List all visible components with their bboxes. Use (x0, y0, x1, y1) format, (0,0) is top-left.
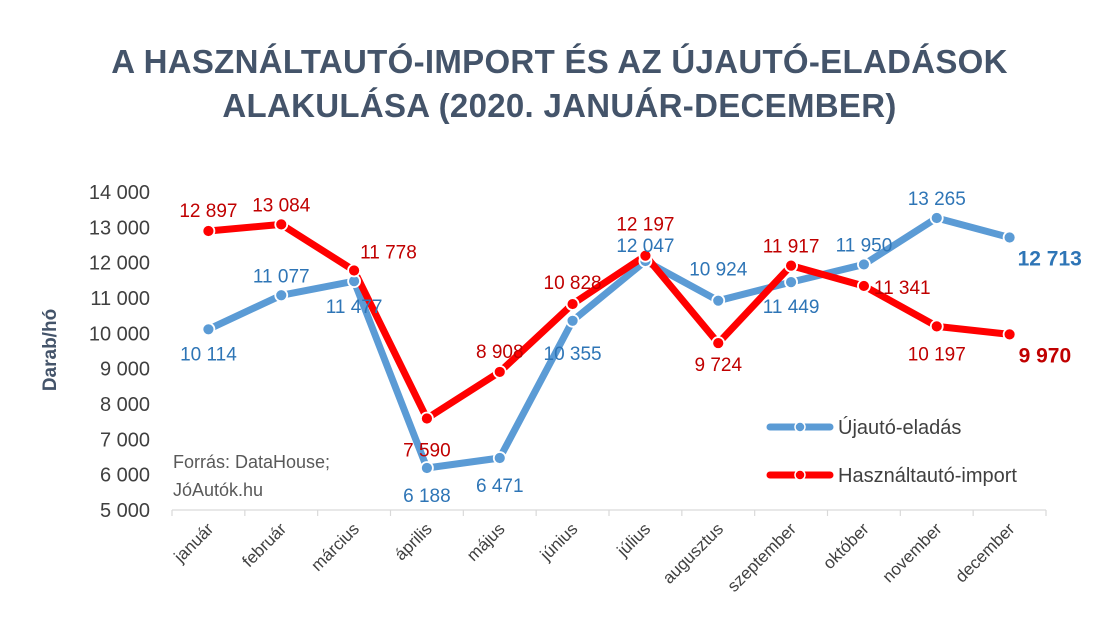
legend-item-new-sales: Újautó-eladás (766, 416, 961, 439)
data-label-used-import: 7 590 (403, 440, 451, 461)
y-tick-label: 8 000 (100, 394, 150, 416)
x-tick-label: augusztus (659, 519, 727, 587)
data-point-used-import (565, 297, 580, 311)
data-point-new-sales (274, 288, 289, 303)
data-point-used-import (274, 217, 289, 232)
x-tick-label: február (239, 519, 291, 571)
y-tick-label: 11 000 (90, 288, 150, 310)
data-point-used-import (784, 258, 798, 273)
data-label-new-sales: 11 449 (763, 297, 820, 318)
y-tick-label: 14 000 (89, 182, 150, 204)
legend: Újautó-eladás Használtautó-import (766, 416, 1017, 487)
legend-label-new-sales: Újautó-eladás (838, 416, 961, 439)
x-axis-ticks: január február március április május június jú… (170, 519, 1019, 595)
x-tick-label: július (613, 519, 655, 561)
chart-title: A HASZNÁLTAUTÓ-IMPORT ÉS AZ ÚJAUTÓ-ELADÁ… (0, 40, 1119, 128)
data-point-used-import (492, 365, 507, 379)
data-label-used-import: 13 084 (252, 195, 311, 216)
data-label-used-import: 9 724 (694, 355, 742, 376)
data-point-new-sales (929, 211, 944, 225)
legend-item-used-import: Használtautó-import (766, 465, 1017, 487)
x-tick-label: október (819, 519, 873, 573)
data-label-used-import: 9 970 (1019, 344, 1072, 367)
data-label-used-import: 12 897 (179, 201, 237, 222)
data-point-new-sales (420, 461, 434, 475)
y-tick-label: 9 000 (100, 359, 150, 381)
data-label-used-import: 8 908 (476, 342, 524, 363)
data-label-new-sales: 12 713 (1018, 247, 1082, 270)
axes (171, 509, 1047, 516)
data-label-used-import: 11 341 (874, 278, 931, 299)
y-tick-label: 5 000 (100, 500, 150, 522)
data-point-new-sales (784, 275, 798, 290)
data-point-used-import (711, 336, 726, 350)
data-point-used-import (857, 279, 871, 293)
series-line-used-import (204, 220, 1014, 422)
y-axis-ticks: 5 000 6 000 7 000 8 000 9 000 10 000 11 000 12 … (89, 182, 150, 522)
legend-marker-new-sales (794, 421, 806, 433)
source-line-2: JóAutók.hu (173, 480, 263, 500)
data-label-new-sales: 11 477 (326, 297, 383, 318)
data-label-used-import: 11 917 (763, 237, 820, 258)
data-point-used-import (201, 224, 216, 238)
data-point-used-import (347, 263, 361, 278)
data-label-new-sales: 10 114 (180, 344, 237, 365)
data-label-new-sales: 12 047 (616, 236, 674, 257)
data-label-new-sales: 11 950 (836, 235, 893, 256)
x-tick-label: november (879, 519, 946, 586)
y-tick-label: 10 000 (89, 323, 150, 345)
data-labels: 10 114 11 077 11 477 6 188 6 471 10 355 12 047… (179, 189, 1081, 507)
data-label-used-import: 11 778 (360, 243, 417, 264)
data-point-used-import (420, 411, 434, 426)
x-tick-label: december (952, 519, 1019, 586)
data-point-new-sales (1002, 230, 1017, 245)
data-label-new-sales: 11 077 (253, 266, 310, 287)
data-label-new-sales: 6 188 (403, 486, 451, 507)
y-tick-label: 6 000 (100, 465, 150, 487)
source-line-1: Forrás: DataHouse; (173, 452, 330, 472)
source-note: Forrás: DataHouse; JóAutók.hu (173, 452, 330, 500)
data-point-new-sales (492, 451, 507, 465)
x-tick-label: január (170, 519, 218, 567)
data-label-new-sales: 13 265 (908, 189, 966, 210)
y-tick-label: 7 000 (100, 429, 150, 451)
x-tick-label: április (391, 519, 436, 564)
y-tick-label: 12 000 (89, 253, 150, 275)
chart-title-line-1: A HASZNÁLTAUTÓ-IMPORT ÉS AZ ÚJAUTÓ-ELADÁ… (111, 43, 1008, 80)
data-label-used-import: 10 197 (908, 344, 966, 365)
data-point-used-import (929, 319, 944, 334)
data-point-used-import (1002, 327, 1017, 342)
series-line-new-sales (204, 214, 1014, 472)
data-point-new-sales (711, 293, 726, 308)
legend-label-used-import: Használtautó-import (838, 465, 1017, 487)
chart-title-line-2: ALAKULÁSA (2020. JANUÁR-DECEMBER) (222, 87, 897, 124)
data-point-used-import (638, 248, 653, 263)
data-label-used-import: 10 828 (544, 273, 602, 294)
series-group (201, 211, 1017, 475)
x-tick-label: március (307, 519, 363, 575)
y-axis-label: Darab/hó (40, 309, 61, 391)
data-label-new-sales: 10 924 (689, 260, 748, 281)
data-point-new-sales (857, 257, 871, 272)
data-label-new-sales: 6 471 (476, 476, 524, 497)
data-label-used-import: 12 197 (616, 215, 674, 236)
data-label-new-sales: 10 355 (544, 344, 602, 365)
x-tick-label: szeptember (724, 519, 800, 595)
y-tick-label: 13 000 (89, 217, 150, 239)
data-point-new-sales (201, 322, 216, 337)
data-point-new-sales (565, 313, 580, 328)
legend-marker-used-import (794, 469, 806, 481)
x-tick-label: június (536, 519, 582, 565)
x-tick-label: május (463, 519, 509, 565)
